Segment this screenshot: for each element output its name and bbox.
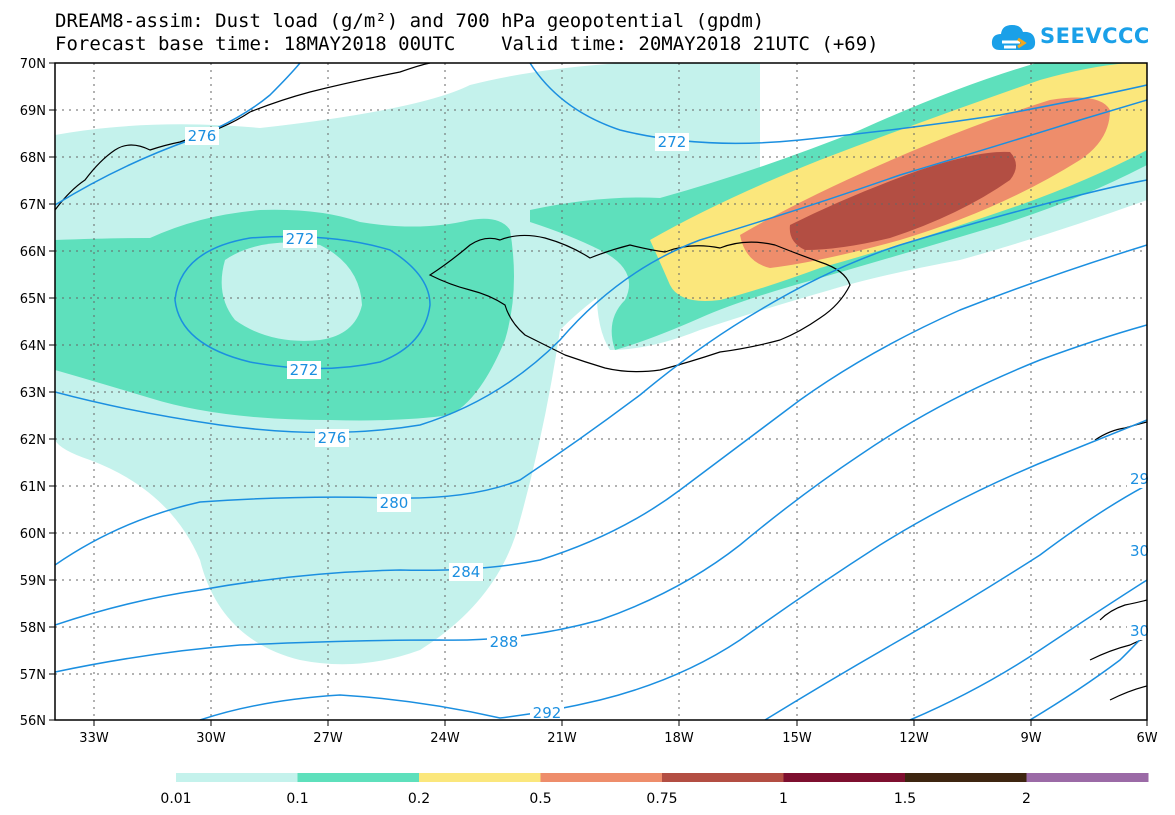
contour-272-north [529,63,1147,145]
contour-label: 272 [658,133,687,151]
scotland-coast [1089,599,1147,701]
seevccc-logo: SEEVCCC [990,18,1170,58]
lat-label: 64N [20,339,46,354]
longitude-axis [93,720,1148,726]
colorbar-label: 0.75 [646,791,677,807]
colorbar-label: 1.5 [894,791,916,807]
lon-label: 18W [664,731,694,746]
contour-284 [55,244,1147,626]
contour-labels: 276 272 272 272 276 280 284 288 292 29 3… [185,127,1149,722]
longitude-labels: 33W 30W 27W 24W 21W 18W 15W 12W 9W 6W [79,731,1157,746]
lon-label: 24W [430,731,460,746]
lat-label: 62N [20,433,46,448]
lat-label: 65N [20,292,46,307]
lon-label: 33W [79,731,109,746]
lat-label: 61N [20,480,46,495]
contour-label: 272 [286,230,315,248]
lat-label: 69N [20,104,46,119]
contour-label: 288 [490,633,519,651]
contour-label: 276 [318,429,347,447]
dust-area-075 [789,151,1016,250]
title-line-1: DREAM8-assim: Dust load (g/m²) and 700 h… [55,10,765,32]
lat-label: 60N [20,527,46,542]
colorbar-label: 1 [779,791,788,807]
lat-label: 57N [20,668,46,683]
contour-label: 30 [1130,622,1149,640]
colorbar-label: 0.5 [529,791,551,807]
contour-272-loop [174,235,431,370]
latitude-axis [49,62,55,721]
lat-label: 58N [20,621,46,636]
colorbar-label: 2 [1022,791,1031,807]
lat-label: 70N [20,57,46,72]
dust-area-01-swirl-hole [221,242,362,341]
contour-label: 30 [1130,542,1149,560]
lon-label: 6W [1136,731,1157,746]
contour-280 [55,179,1147,566]
title-line-2: Forecast base time: 18MAY2018 00UTC Vali… [55,33,879,55]
colorbar-segment [662,773,784,782]
contour-292 [199,419,1147,720]
lat-label: 59N [20,574,46,589]
colorbar-label: 0.1 [286,791,308,807]
dust-load-fill [55,63,1147,665]
colorbar-segment [1026,773,1149,782]
cloud-icon [991,25,1036,50]
lat-label: 68N [20,151,46,166]
colorbar-label: 0.01 [160,791,191,807]
colorbar-segment [540,773,663,782]
lon-label: 27W [313,731,343,746]
lat-label: 63N [20,386,46,401]
latitude-labels: 70N 69N 68N 67N 66N 65N 64N 63N 62N 61N … [20,57,46,729]
logo-text: SEEVCCC [1040,24,1150,48]
contour-296 [764,484,1147,720]
geopotential-contours [55,63,1147,720]
lon-label: 30W [196,731,226,746]
contour-300 [909,579,1147,720]
colorbar-segment [419,773,541,782]
lon-label: 9W [1020,731,1041,746]
colorbar-segment [297,773,420,782]
lon-label: 15W [782,731,812,746]
contour-label: 284 [452,563,481,581]
lat-label: 66N [20,245,46,260]
iceland-coast [428,234,851,373]
colorbar-segment [176,773,298,782]
contour-label: 280 [380,494,409,512]
contour-label: 29 [1130,470,1149,488]
colorbar-segment [905,773,1027,782]
colorbar-label: 0.2 [408,791,430,807]
colorbar-segment [783,773,906,782]
colorbar: 0.01 0.1 0.2 0.5 0.75 1 1.5 2 [160,773,1149,807]
lat-label: 67N [20,198,46,213]
contour-label: 292 [533,704,562,722]
contour-label: 272 [290,361,319,379]
contour-276-mid [55,99,1147,434]
lat-label: 56N [20,714,46,729]
lon-label: 12W [899,731,929,746]
contour-288 [55,324,1147,673]
faroe-shetland-coast [1094,421,1147,441]
contour-label: 276 [188,127,217,145]
lon-label: 21W [547,731,577,746]
